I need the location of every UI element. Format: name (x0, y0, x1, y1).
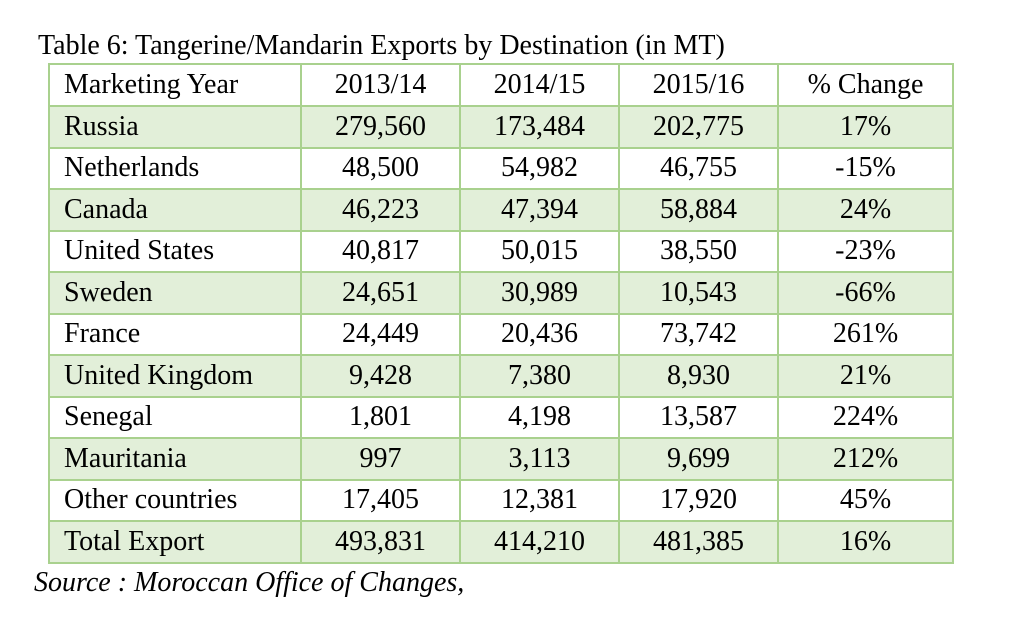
cell-pct-change: 261% (777, 312, 954, 356)
header-pct-change: % Change (777, 63, 954, 107)
exports-table: Marketing Year 2013/14 2014/15 2015/16 %… (48, 63, 954, 564)
cell-destination: Canada (48, 188, 302, 232)
cell-destination: Total Export (48, 520, 302, 564)
cell-destination: Mauritania (48, 437, 302, 481)
cell-2013-14: 9,428 (300, 354, 461, 398)
cell-2014-15: 54,982 (459, 146, 620, 190)
table-row: United Kingdom 9,428 7,380 8,930 21% (48, 354, 954, 398)
table-row: Russia 279,560 173,484 202,775 17% (48, 105, 954, 149)
cell-destination: United Kingdom (48, 354, 302, 398)
cell-2014-15: 3,113 (459, 437, 620, 481)
cell-destination: Other countries (48, 478, 302, 522)
cell-2013-14: 24,651 (300, 271, 461, 315)
cell-destination: Netherlands (48, 146, 302, 190)
table-row: Netherlands 48,500 54,982 46,755 -15% (48, 146, 954, 190)
header-2015-16: 2015/16 (618, 63, 779, 107)
cell-destination: Russia (48, 105, 302, 149)
cell-pct-change: 224% (777, 395, 954, 439)
table-total-row: Total Export 493,831 414,210 481,385 16% (48, 520, 954, 564)
cell-2014-15: 47,394 (459, 188, 620, 232)
table-header-row: Marketing Year 2013/14 2014/15 2015/16 %… (48, 63, 954, 107)
table-title: Table 6: Tangerine/Mandarin Exports by D… (38, 30, 725, 61)
cell-pct-change: 16% (777, 520, 954, 564)
table-row: France 24,449 20,436 73,742 261% (48, 312, 954, 356)
cell-pct-change: 45% (777, 478, 954, 522)
header-marketing-year: Marketing Year (48, 63, 302, 107)
table-row: Canada 46,223 47,394 58,884 24% (48, 188, 954, 232)
cell-2014-15: 7,380 (459, 354, 620, 398)
table-row: Senegal 1,801 4,198 13,587 224% (48, 395, 954, 439)
cell-2013-14: 997 (300, 437, 461, 481)
cell-2015-16: 202,775 (618, 105, 779, 149)
cell-2015-16: 38,550 (618, 229, 779, 273)
cell-2013-14: 493,831 (300, 520, 461, 564)
table-row: Other countries 17,405 12,381 17,920 45% (48, 478, 954, 522)
cell-pct-change: 212% (777, 437, 954, 481)
cell-2013-14: 1,801 (300, 395, 461, 439)
cell-2015-16: 73,742 (618, 312, 779, 356)
cell-2014-15: 173,484 (459, 105, 620, 149)
cell-pct-change: -23% (777, 229, 954, 273)
table-row: Sweden 24,651 30,989 10,543 -66% (48, 271, 954, 315)
header-2014-15: 2014/15 (459, 63, 620, 107)
cell-2015-16: 10,543 (618, 271, 779, 315)
cell-2015-16: 58,884 (618, 188, 779, 232)
cell-2014-15: 30,989 (459, 271, 620, 315)
cell-2013-14: 46,223 (300, 188, 461, 232)
header-2013-14: 2013/14 (300, 63, 461, 107)
cell-2015-16: 17,920 (618, 478, 779, 522)
cell-2013-14: 40,817 (300, 229, 461, 273)
cell-pct-change: 17% (777, 105, 954, 149)
cell-2013-14: 279,560 (300, 105, 461, 149)
cell-2015-16: 481,385 (618, 520, 779, 564)
cell-2015-16: 9,699 (618, 437, 779, 481)
cell-destination: France (48, 312, 302, 356)
cell-2014-15: 414,210 (459, 520, 620, 564)
cell-2014-15: 4,198 (459, 395, 620, 439)
cell-2013-14: 17,405 (300, 478, 461, 522)
cell-pct-change: -15% (777, 146, 954, 190)
cell-destination: United States (48, 229, 302, 273)
table-row: United States 40,817 50,015 38,550 -23% (48, 229, 954, 273)
cell-2014-15: 12,381 (459, 478, 620, 522)
cell-2015-16: 13,587 (618, 395, 779, 439)
cell-destination: Sweden (48, 271, 302, 315)
cell-pct-change: -66% (777, 271, 954, 315)
table-row: Mauritania 997 3,113 9,699 212% (48, 437, 954, 481)
cell-destination: Senegal (48, 395, 302, 439)
cell-2015-16: 8,930 (618, 354, 779, 398)
cell-pct-change: 21% (777, 354, 954, 398)
cell-2014-15: 20,436 (459, 312, 620, 356)
cell-2013-14: 48,500 (300, 146, 461, 190)
cell-2014-15: 50,015 (459, 229, 620, 273)
cell-2013-14: 24,449 (300, 312, 461, 356)
cell-2015-16: 46,755 (618, 146, 779, 190)
source-note: Source : Moroccan Office of Changes, (34, 567, 465, 598)
cell-pct-change: 24% (777, 188, 954, 232)
